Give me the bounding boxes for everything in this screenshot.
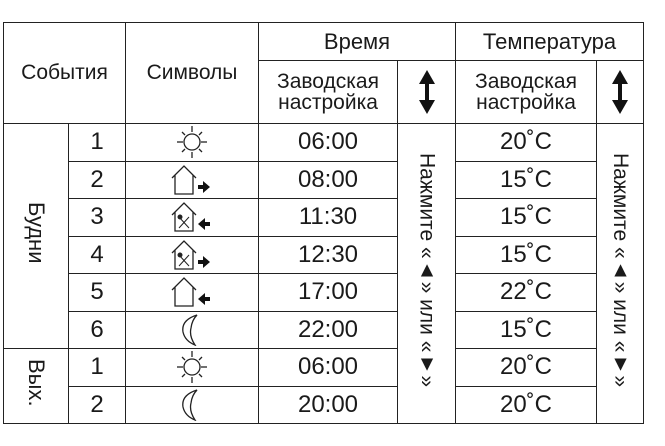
event-number: 1 (68, 123, 126, 162)
temp-factory-header: Заводская настройка (455, 60, 597, 124)
table-row: 2 08:00 15˚C (4, 160, 644, 199)
time-value: 20:00 (258, 385, 398, 424)
temperature-value: 15˚C (455, 198, 597, 237)
event-number: 3 (68, 198, 126, 237)
temperature-value: 20˚C (455, 385, 597, 424)
sun-icon (125, 348, 259, 387)
time-value: 06:00 (258, 123, 398, 162)
temperature-value: 15˚C (455, 160, 597, 199)
event-number: 5 (68, 273, 126, 312)
time-value: 12:30 (258, 235, 398, 274)
temperature-value: 20˚C (455, 348, 597, 387)
time-value: 06:00 (258, 348, 398, 387)
table-row: Вых. 1 06:00 20˚C (3, 348, 644, 424)
house-leave-icon (125, 160, 259, 199)
time-factory-header: Заводская настройка (258, 60, 398, 124)
symbols-header: Символы (125, 22, 259, 124)
time-header: Время (258, 22, 456, 61)
event-number: 2 (68, 160, 126, 199)
moon-icon (125, 385, 259, 424)
table-row: 5 17:00 22˚C (4, 273, 644, 312)
house-meal-return-icon (125, 198, 259, 237)
temperature-value: 15˚C (455, 310, 597, 349)
factory-label-line1: Заводская (277, 70, 379, 93)
event-number: 6 (68, 310, 126, 349)
up-down-arrow-icon (596, 60, 644, 124)
temp-press-hint: Нажмите «▲» или «▼» (596, 123, 644, 424)
time-press-hint: Нажмите «▲» или «▼» (397, 123, 456, 424)
events-header: События (3, 22, 126, 124)
factory-label-line2: настройка (476, 91, 576, 114)
factory-label-line1: Заводская (475, 70, 577, 93)
group-label: Вых. (24, 358, 49, 407)
press-hint-text: Нажмите «▲» или «▼» (609, 152, 632, 388)
schedule-table: События Символы Время Температура Заводс… (3, 22, 644, 424)
house-return-icon (125, 273, 259, 312)
table-row: Будни 1 06:00 Нажмите «▲» или «▼» 20˚C Нажмит… (3, 123, 644, 424)
table-row: 4 12:30 15˚C (4, 235, 644, 274)
factory-label-line2: настройка (278, 91, 378, 114)
group-label: Будни (24, 201, 49, 264)
up-down-arrow-icon (397, 60, 456, 124)
house-meal-leave-icon (125, 235, 259, 274)
press-hint-text: Нажмите «▲» или «▼» (415, 152, 439, 388)
event-number: 4 (68, 235, 126, 274)
group-weekdays: Будни (3, 123, 69, 349)
time-value: 22:00 (258, 310, 398, 349)
time-value: 17:00 (258, 273, 398, 312)
table-row: 3 11:30 15˚C (4, 198, 644, 237)
table-row: 6 22:00 15˚C (4, 310, 644, 349)
event-number: 2 (68, 385, 126, 424)
moon-icon (125, 310, 259, 349)
sun-icon (125, 123, 259, 162)
time-value: 11:30 (258, 198, 398, 237)
temperature-value: 22˚C (455, 273, 597, 312)
time-value: 08:00 (258, 160, 398, 199)
temperature-value: 20˚C (455, 123, 597, 162)
table-row: 2 20:00 20˚C (4, 385, 644, 424)
temperature-header: Температура (455, 22, 644, 61)
temperature-value: 15˚C (455, 235, 597, 274)
group-weekend: Вых. (3, 348, 69, 424)
event-number: 1 (68, 348, 126, 387)
